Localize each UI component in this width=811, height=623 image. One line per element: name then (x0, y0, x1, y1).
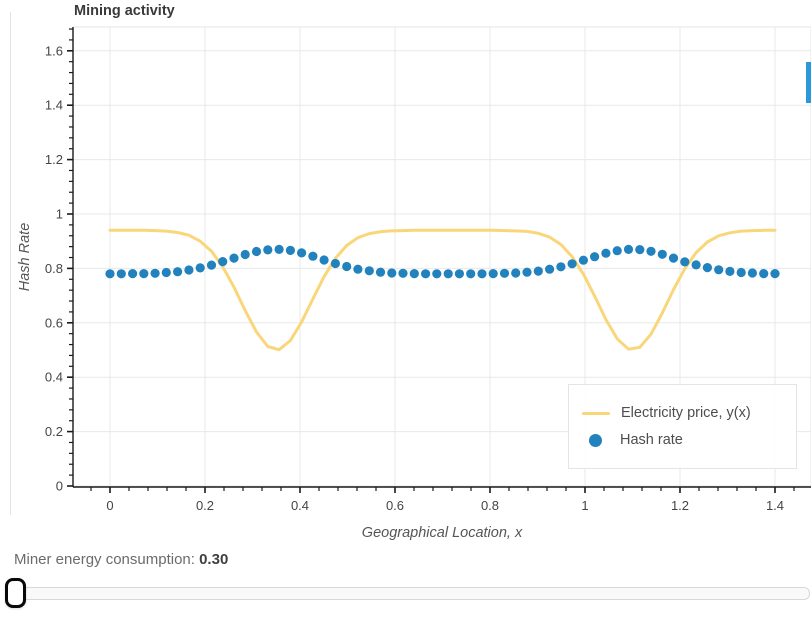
y-tick-label: 0.6 (45, 315, 63, 330)
scrollbar-thumb[interactable] (806, 62, 811, 103)
energy-consumption-readout: Miner energy consumption: 0.30 (14, 551, 228, 568)
energy-consumption-value: 0.30 (199, 551, 229, 568)
hash-rate-dots (105, 244, 780, 279)
legend-label-hash-rate: Hash rate (620, 432, 683, 448)
energy-slider-track[interactable] (8, 587, 810, 600)
line-swatch-icon (582, 411, 610, 415)
gridlines (72, 26, 811, 488)
x-tick-label: 0 (106, 498, 113, 513)
panel-left-border (10, 12, 11, 515)
x-tick-label: 0.2 (196, 498, 214, 513)
y-tick-label: 1 (56, 206, 63, 221)
y-tick-label: 1.2 (45, 152, 63, 167)
plot-canvas: 0 0.2 0.4 0.6 0.8 1 1.2 1.4 0 0.2 0.4 0.6 0.8 1 1.2 1.4… (17, 26, 811, 541)
y-tick-label: 0 (56, 478, 63, 493)
y-tick-label: 0.8 (45, 261, 63, 276)
x-tick-label: 0.4 (291, 498, 309, 513)
legend-item-hash-rate: Hash rate (582, 432, 796, 448)
x-tick-label: 1 (581, 498, 588, 513)
x-tick-label: 0.8 (481, 498, 499, 513)
x-tick-labels: 0 0.2 0.4 0.6 0.8 1 1.2 1.4 (106, 498, 784, 513)
y-tick-label: 1.6 (45, 43, 63, 58)
y-tick-label: 1.4 (45, 98, 63, 113)
x-tick-label: 0.6 (386, 498, 404, 513)
energy-consumption-text: Miner energy consumption: (14, 551, 200, 568)
chart-title: Mining activity (74, 3, 175, 19)
axes (67, 27, 811, 493)
legend: Electricity price, y(x) Hash rate (568, 384, 797, 469)
y-tick-label: 0.2 (45, 424, 63, 439)
circle-swatch-icon (589, 433, 602, 447)
x-tick-label: 1.2 (671, 498, 689, 513)
y-tick-label: 0.4 (45, 370, 63, 385)
legend-item-electricity-price: Electricity price, y(x) (582, 405, 796, 421)
energy-slider-handle[interactable] (5, 578, 26, 608)
legend-label-electricity-price: Electricity price, y(x) (621, 405, 751, 421)
electricity-price-line (108, 228, 777, 352)
y-axis-label: Hash Rate (17, 223, 33, 292)
y-tick-labels: 0 0.2 0.4 0.6 0.8 1 1.2 1.4 1.6 (45, 43, 63, 493)
x-axis-label: Geographical Location, x (362, 525, 523, 541)
x-tick-label: 1.4 (766, 498, 784, 513)
